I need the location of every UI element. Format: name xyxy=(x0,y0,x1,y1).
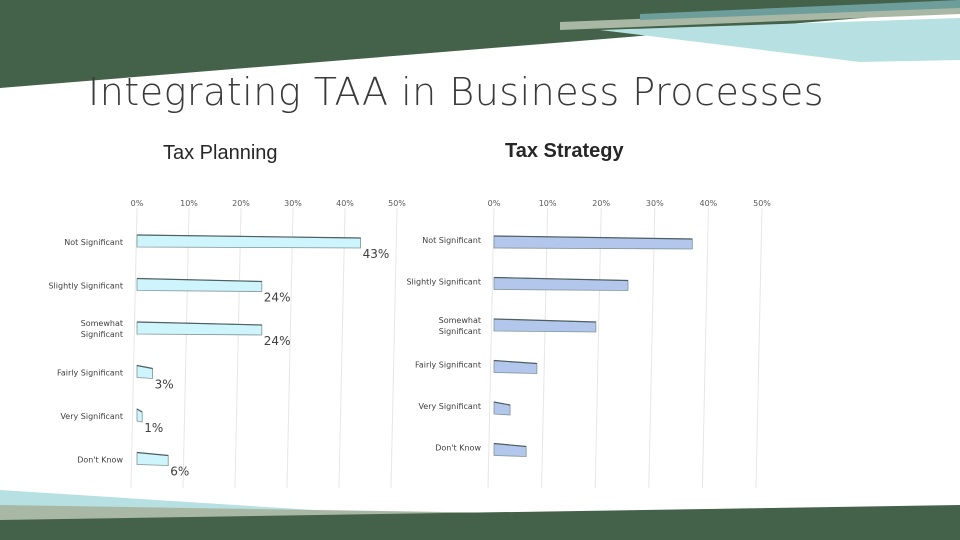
tax-strategy-tick-label: 40% xyxy=(700,199,718,208)
slide-title: Integrating TAA in Business Processes xyxy=(88,70,825,114)
tax-planning-tick-label: 40% xyxy=(336,199,354,208)
tax-planning-bar-edge xyxy=(136,277,262,283)
tax-strategy-tick-label: 20% xyxy=(592,199,610,208)
tax-strategy-bar-edge xyxy=(493,401,511,406)
tax-planning-category-label: Fairly Significant xyxy=(57,369,123,378)
tax-strategy-category-label: Very Significant xyxy=(418,402,481,411)
tax-strategy-title: Tax Strategy xyxy=(505,140,624,162)
tax-strategy-category-label: Somewhat xyxy=(439,316,481,325)
tax-planning-tick-label: 50% xyxy=(388,199,406,208)
tax-strategy-chart: 0% 10% 20% 30% 40% 50% Not Significant Slightly… xyxy=(406,199,771,489)
tax-planning-category-label: Don't Know xyxy=(77,456,123,465)
tax-planning-category-label: Not Significant xyxy=(64,238,123,247)
tax-strategy-tick-label: 10% xyxy=(539,199,557,208)
tax-planning-data-label: 6% xyxy=(170,465,189,479)
tax-planning-tick-label: 30% xyxy=(284,199,302,208)
tax-planning-title: Tax Planning xyxy=(163,142,278,164)
top-teal-stripe xyxy=(640,0,960,20)
tax-planning-bar-edge xyxy=(136,364,153,370)
tax-strategy-gridline xyxy=(487,207,495,489)
tax-planning-bar-edge xyxy=(136,451,169,457)
tax-strategy-gridline xyxy=(701,207,709,489)
tax-planning-gridline xyxy=(130,207,138,489)
tax-planning-gridline xyxy=(390,207,398,489)
tax-strategy-bar-edge xyxy=(493,235,693,240)
tax-planning-gridline xyxy=(338,207,346,489)
tax-planning-data-label: 1% xyxy=(144,421,163,435)
tax-strategy-category-label: Significant xyxy=(439,327,481,336)
tax-strategy-category-label: Fairly Significant xyxy=(415,361,481,370)
top-sage-stripe xyxy=(560,6,960,30)
bottom-dark-band xyxy=(0,505,960,540)
tax-planning-gridline xyxy=(286,207,294,489)
tax-planning-category-label: Significant xyxy=(81,330,123,339)
tax-planning-bar-edge xyxy=(136,408,143,413)
tax-strategy-gridline xyxy=(594,207,602,489)
tax-strategy-category-label: Don't Know xyxy=(435,444,481,453)
tax-planning-gridline xyxy=(182,207,190,489)
tax-strategy-category-label: Slightly Significant xyxy=(406,278,481,287)
tax-planning-category-label: Very Significant xyxy=(60,412,123,421)
tax-planning-tick-label: 10% xyxy=(180,199,198,208)
tax-planning-category-label: Somewhat xyxy=(81,319,123,328)
tax-planning-data-label: 43% xyxy=(363,247,390,261)
tax-strategy-bar-edge xyxy=(493,276,629,282)
tax-planning-data-label: 3% xyxy=(155,378,174,392)
tax-planning-data-label: 24% xyxy=(264,291,291,305)
tax-planning-tick-label: 0% xyxy=(131,199,144,208)
tax-strategy-gridline xyxy=(755,207,763,489)
tax-planning-category-label: Slightly Significant xyxy=(48,282,123,291)
top-light-stripe xyxy=(600,18,960,62)
tax-strategy-bar-edge xyxy=(493,359,537,365)
tax-strategy-bar-edge xyxy=(493,318,596,323)
tax-planning-data-label: 24% xyxy=(264,334,291,348)
tax-planning-tick-label: 20% xyxy=(232,199,250,208)
tax-planning-bar-edge xyxy=(136,321,262,326)
tax-strategy-category-label: Not Significant xyxy=(422,236,481,245)
tax-strategy-gridline xyxy=(648,207,656,489)
tax-strategy-bar-edge xyxy=(493,442,527,448)
tax-planning-gridline xyxy=(234,207,242,489)
tax-strategy-tick-label: 30% xyxy=(646,199,664,208)
tax-strategy-tick-label: 50% xyxy=(753,199,771,208)
tax-planning-chart: 0% 10% 20% 30% 40% 50% Not Significant 43% Sligh… xyxy=(48,199,406,489)
tax-strategy-gridline xyxy=(541,207,549,489)
tax-strategy-tick-label: 0% xyxy=(488,199,501,208)
tax-planning-bar-edge xyxy=(136,234,361,239)
